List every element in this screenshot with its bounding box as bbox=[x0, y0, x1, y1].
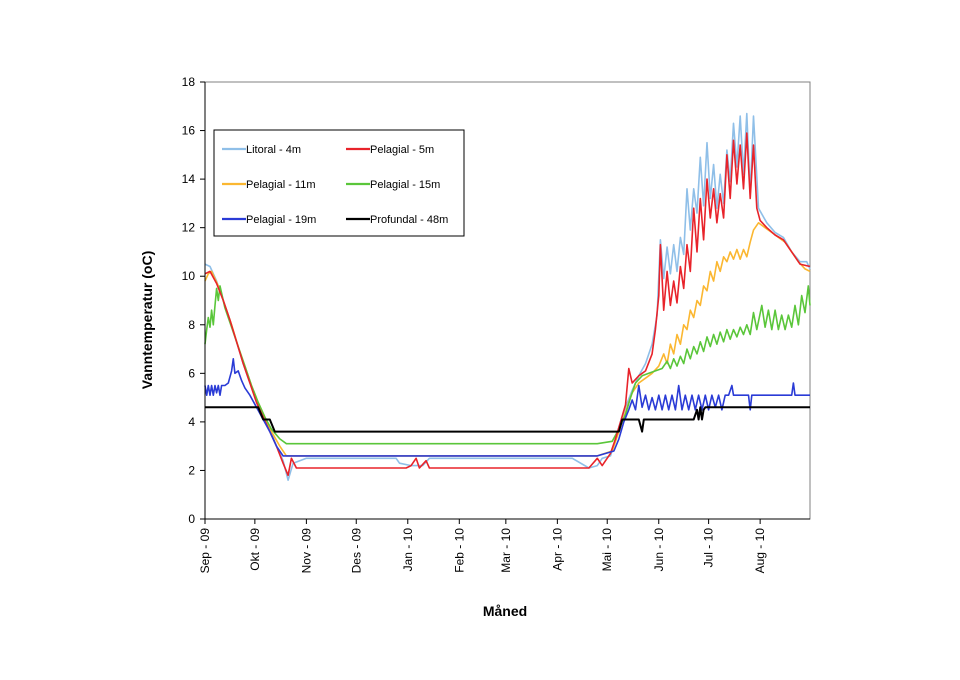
axes-layer: 0 2 4 6 8 10 12 14 16 18 Sep - 09 Okt - 09 Nov - 09 D… bbox=[182, 75, 810, 573]
x-tick-label: Aug - 10 bbox=[753, 528, 767, 574]
legend-label-1: Litoral - 4m bbox=[246, 144, 301, 156]
legend-label-3: Pelagial - 11m bbox=[246, 179, 316, 191]
x-tick-label: Mai - 10 bbox=[600, 528, 614, 572]
x-tick-label: Nov - 09 bbox=[299, 528, 313, 574]
legend-label-4: Pelagial - 15m bbox=[370, 179, 440, 191]
series-line-2 bbox=[204, 132, 811, 477]
x-tick-label: Des - 09 bbox=[349, 528, 363, 574]
y-tick-label: 2 bbox=[188, 463, 195, 477]
legend-box bbox=[213, 129, 465, 237]
y-tick-label: 10 bbox=[182, 269, 196, 283]
series-line-1 bbox=[204, 112, 811, 482]
series-line-6 bbox=[205, 406, 810, 433]
y-tick-label: 12 bbox=[182, 221, 196, 235]
x-tick-label: Feb - 10 bbox=[452, 528, 466, 573]
legend-label-5: Pelagial - 19m bbox=[246, 214, 316, 226]
y-axis-title: Vanntemperatur (oC) bbox=[139, 251, 155, 389]
y-tick-label: 4 bbox=[188, 415, 195, 429]
y-tick-label: 18 bbox=[182, 75, 196, 89]
y-tick-label: 14 bbox=[182, 172, 196, 186]
y-tick-label: 0 bbox=[188, 512, 195, 526]
x-tick-label: Jun - 10 bbox=[652, 528, 666, 572]
x-tick-label: Sep - 09 bbox=[198, 528, 212, 574]
x-tick-label: Apr - 10 bbox=[550, 528, 564, 571]
x-tick-label: Jul - 10 bbox=[702, 528, 716, 568]
x-tick-label: Jan - 10 bbox=[401, 528, 415, 572]
y-tick-label: 8 bbox=[188, 318, 195, 332]
x-tick-label: Mar - 10 bbox=[499, 528, 513, 573]
x-axis-title: Måned bbox=[483, 603, 527, 619]
legend: Litoral - 4m Pelagial - 5m Pelagial - 11m P… bbox=[213, 129, 465, 237]
series-layer bbox=[204, 112, 811, 482]
legend-label-2: Pelagial - 5m bbox=[370, 144, 434, 156]
legend-label-6: Profundal - 48m bbox=[370, 214, 448, 226]
series-line-5 bbox=[204, 357, 810, 457]
x-tick-label: Okt - 09 bbox=[248, 528, 262, 571]
y-tick-label: 6 bbox=[188, 366, 195, 380]
y-tick-label: 16 bbox=[182, 124, 196, 138]
